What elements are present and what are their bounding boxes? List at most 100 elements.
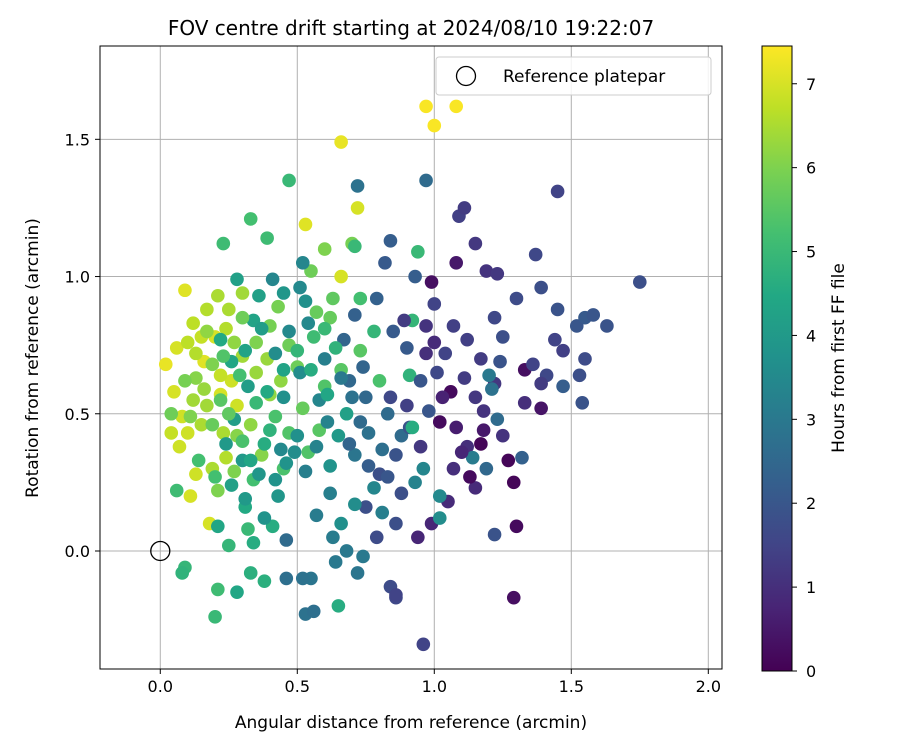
data-point <box>232 368 247 383</box>
data-point <box>238 492 253 506</box>
data-point <box>317 242 332 256</box>
data-point <box>383 390 398 405</box>
x-axis: 0.0 0.5 1.0 1.5 2.0 <box>148 669 721 696</box>
data-point <box>180 335 195 350</box>
data-point <box>419 99 433 114</box>
data-point <box>216 236 231 251</box>
data-point <box>348 308 362 322</box>
data-point <box>246 535 261 550</box>
colorbar: 0 1 2 3 4 5 6 7 Hours from first FF file <box>761 45 849 681</box>
data-point <box>479 461 494 476</box>
colorbar-gradient <box>761 45 793 672</box>
data-point <box>235 434 250 449</box>
data-point <box>257 437 272 451</box>
data-point <box>479 264 494 278</box>
data-point <box>369 291 384 306</box>
colorbar-tick-label: 6 <box>806 159 816 178</box>
data-point <box>476 423 491 438</box>
y-tick-label: 1.5 <box>65 130 90 149</box>
colorbar-ticks: 0 1 2 3 4 5 6 7 <box>792 75 816 681</box>
data-point <box>400 341 414 355</box>
data-point <box>276 286 291 300</box>
data-point <box>320 387 335 402</box>
data-point <box>167 385 181 399</box>
data-point <box>189 371 203 385</box>
data-point <box>282 324 296 339</box>
data-point <box>241 379 255 394</box>
x-tick-label: 0.5 <box>285 677 310 696</box>
data-point <box>293 280 307 295</box>
data-point <box>320 415 335 429</box>
data-point <box>230 398 244 413</box>
data-point <box>180 426 195 440</box>
plot-frame <box>99 45 723 670</box>
data-point <box>353 291 368 306</box>
data-point <box>249 395 263 410</box>
data-point <box>323 486 337 501</box>
data-point <box>419 173 433 188</box>
data-point <box>550 302 565 317</box>
data-point <box>509 519 524 534</box>
data-point <box>358 500 373 514</box>
data-point <box>183 489 198 503</box>
data-point <box>534 280 548 295</box>
data-point <box>463 470 477 484</box>
data-point <box>328 555 343 569</box>
x-tick-label: 1.5 <box>559 677 584 696</box>
data-point <box>339 406 354 421</box>
data-point <box>350 201 365 215</box>
data-point <box>487 527 502 542</box>
data-point <box>249 365 263 380</box>
data-point <box>389 516 403 531</box>
data-point <box>413 374 428 388</box>
data-point <box>205 417 220 432</box>
data-point <box>378 256 392 270</box>
data-point <box>389 588 403 602</box>
data-point <box>213 332 228 347</box>
data-point <box>235 286 250 300</box>
data-point <box>348 239 362 254</box>
data-point <box>200 324 214 339</box>
data-point <box>309 439 324 454</box>
data-point <box>454 445 469 459</box>
grid <box>100 46 722 669</box>
data-point <box>216 426 231 440</box>
data-point <box>556 379 570 394</box>
data-point <box>268 409 283 424</box>
data-point <box>405 420 420 435</box>
data-point <box>189 467 203 481</box>
data-point <box>449 99 464 114</box>
data-point <box>243 566 258 580</box>
data-point <box>487 310 502 325</box>
data-point <box>169 483 184 498</box>
y-axis-label: Rotation from reference (arcmin) <box>23 218 43 498</box>
data-point <box>274 442 288 457</box>
data-point <box>252 288 266 303</box>
data-point <box>227 464 242 479</box>
data-point <box>438 346 453 361</box>
data-point <box>515 450 529 465</box>
x-axis-label: Angular distance from reference (arcmin) <box>235 713 587 733</box>
data-point <box>356 360 370 374</box>
data-point <box>230 272 244 287</box>
data-point <box>331 428 346 443</box>
data-point <box>413 439 428 454</box>
data-point <box>334 516 348 531</box>
data-point <box>334 269 348 284</box>
data-point <box>397 313 411 328</box>
data-point <box>221 302 236 317</box>
data-point <box>263 423 277 438</box>
data-point <box>211 582 225 597</box>
data-point <box>402 368 417 383</box>
data-point <box>411 245 425 259</box>
data-point <box>279 533 294 547</box>
data-point <box>216 349 231 363</box>
data-point <box>331 599 346 613</box>
data-point <box>309 508 324 523</box>
y-tick-label: 1.0 <box>65 268 90 287</box>
data-point <box>476 404 491 418</box>
data-point <box>243 212 258 226</box>
data-point <box>257 574 272 588</box>
data-point <box>427 335 442 350</box>
data-point <box>356 549 370 564</box>
